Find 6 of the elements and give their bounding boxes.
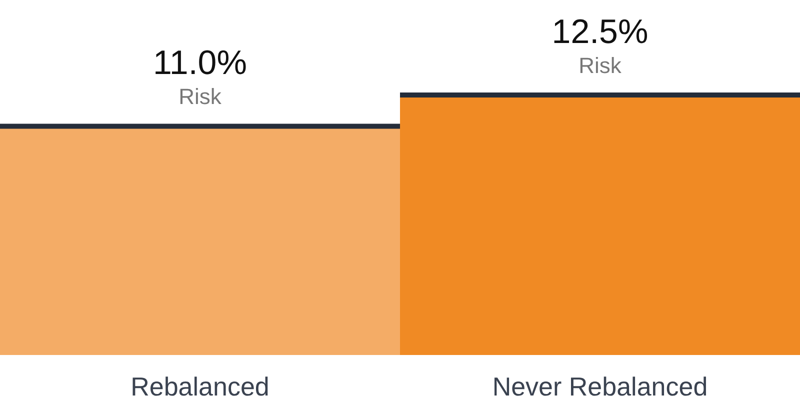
data-label: 12.5% xyxy=(552,13,648,51)
annotation: Risk xyxy=(178,84,222,110)
annotation: Risk xyxy=(578,53,622,78)
x-tick-label: Rebalanced xyxy=(130,371,270,402)
data-label: 11.0% xyxy=(153,44,247,82)
x-tick-label: Never Rebalanced xyxy=(492,371,708,402)
